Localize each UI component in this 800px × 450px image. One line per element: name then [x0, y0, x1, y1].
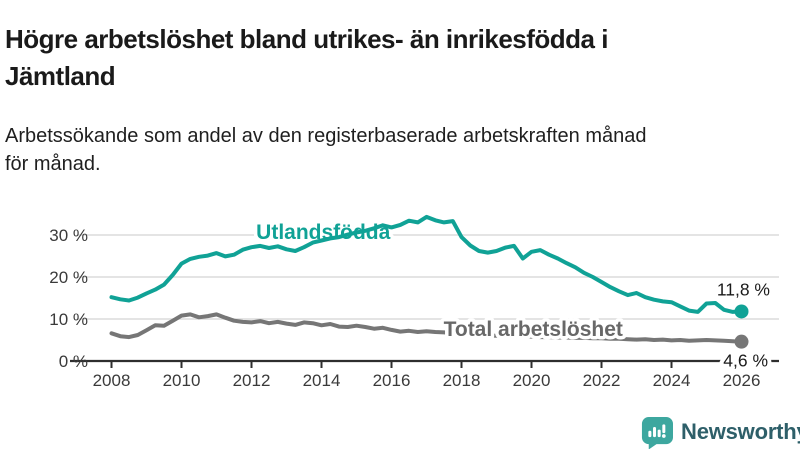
newsworthy-logo-icon: [641, 416, 673, 449]
page-subtitle-line-2: för månad.: [5, 153, 101, 175]
x-tick-label-2024: 2024: [653, 371, 691, 390]
x-tick-label-2012: 2012: [233, 371, 271, 390]
x-tick-label-2008: 2008: [93, 371, 131, 390]
y-tick-label-20: 20 %: [49, 268, 88, 287]
page-subtitle: Arbetssökande som andel av den registerb…: [5, 122, 795, 178]
series-end-dot-total-arbetsl-shet: [734, 334, 749, 349]
newsworthy-logo-text: Newsworthy: [681, 419, 800, 444]
y-tick-label-10: 10 %: [49, 310, 88, 329]
x-tick-label-2022: 2022: [583, 371, 621, 390]
x-tick-label-2018: 2018: [443, 371, 481, 390]
series-label-total-arbetsl-shet: Total arbetslöshet: [444, 318, 623, 341]
x-tick-label-2020: 2020: [513, 371, 551, 390]
series-end-dot-utlandsf-dda: [734, 304, 749, 319]
end-value-label-total-arbetsl-shet: 4,6 %: [723, 351, 768, 371]
x-tick-label-2026: 2026: [723, 371, 761, 390]
logo-barchart-glyph: [648, 424, 666, 438]
logo-bubble-shape: [641, 416, 673, 449]
page-title-line-1: Högre arbetslöshet bland utrikes- än inr…: [5, 24, 608, 55]
y-tick-label-30: 30 %: [49, 226, 88, 245]
newsworthy-logo: Newsworthy: [640, 415, 800, 449]
page-subtitle-line-1: Arbetssökande som andel av den registerb…: [5, 125, 647, 147]
x-tick-label-2010: 2010: [163, 371, 201, 390]
x-tick-label-2016: 2016: [373, 371, 411, 390]
unemployment-line-chart: Utlandsfödda Total arbetslöshet 2008 2010 20…: [49, 214, 779, 390]
page-title-line-2: Jämtland: [5, 61, 116, 92]
y-tick-label-0: 0 %: [59, 352, 88, 371]
x-tick-label-2014: 2014: [303, 371, 341, 390]
end-value-label-utlandsf-dda: 11,8 %: [717, 279, 770, 299]
series-label-utlandsf-dda: Utlandsfödda: [256, 221, 390, 244]
series-line-utlandsf-dda: [109, 214, 744, 314]
page-title: Högre arbetslöshet bland utrikes- än inr…: [5, 21, 785, 95]
series-line-total-arbetsl-shet: [109, 312, 744, 344]
